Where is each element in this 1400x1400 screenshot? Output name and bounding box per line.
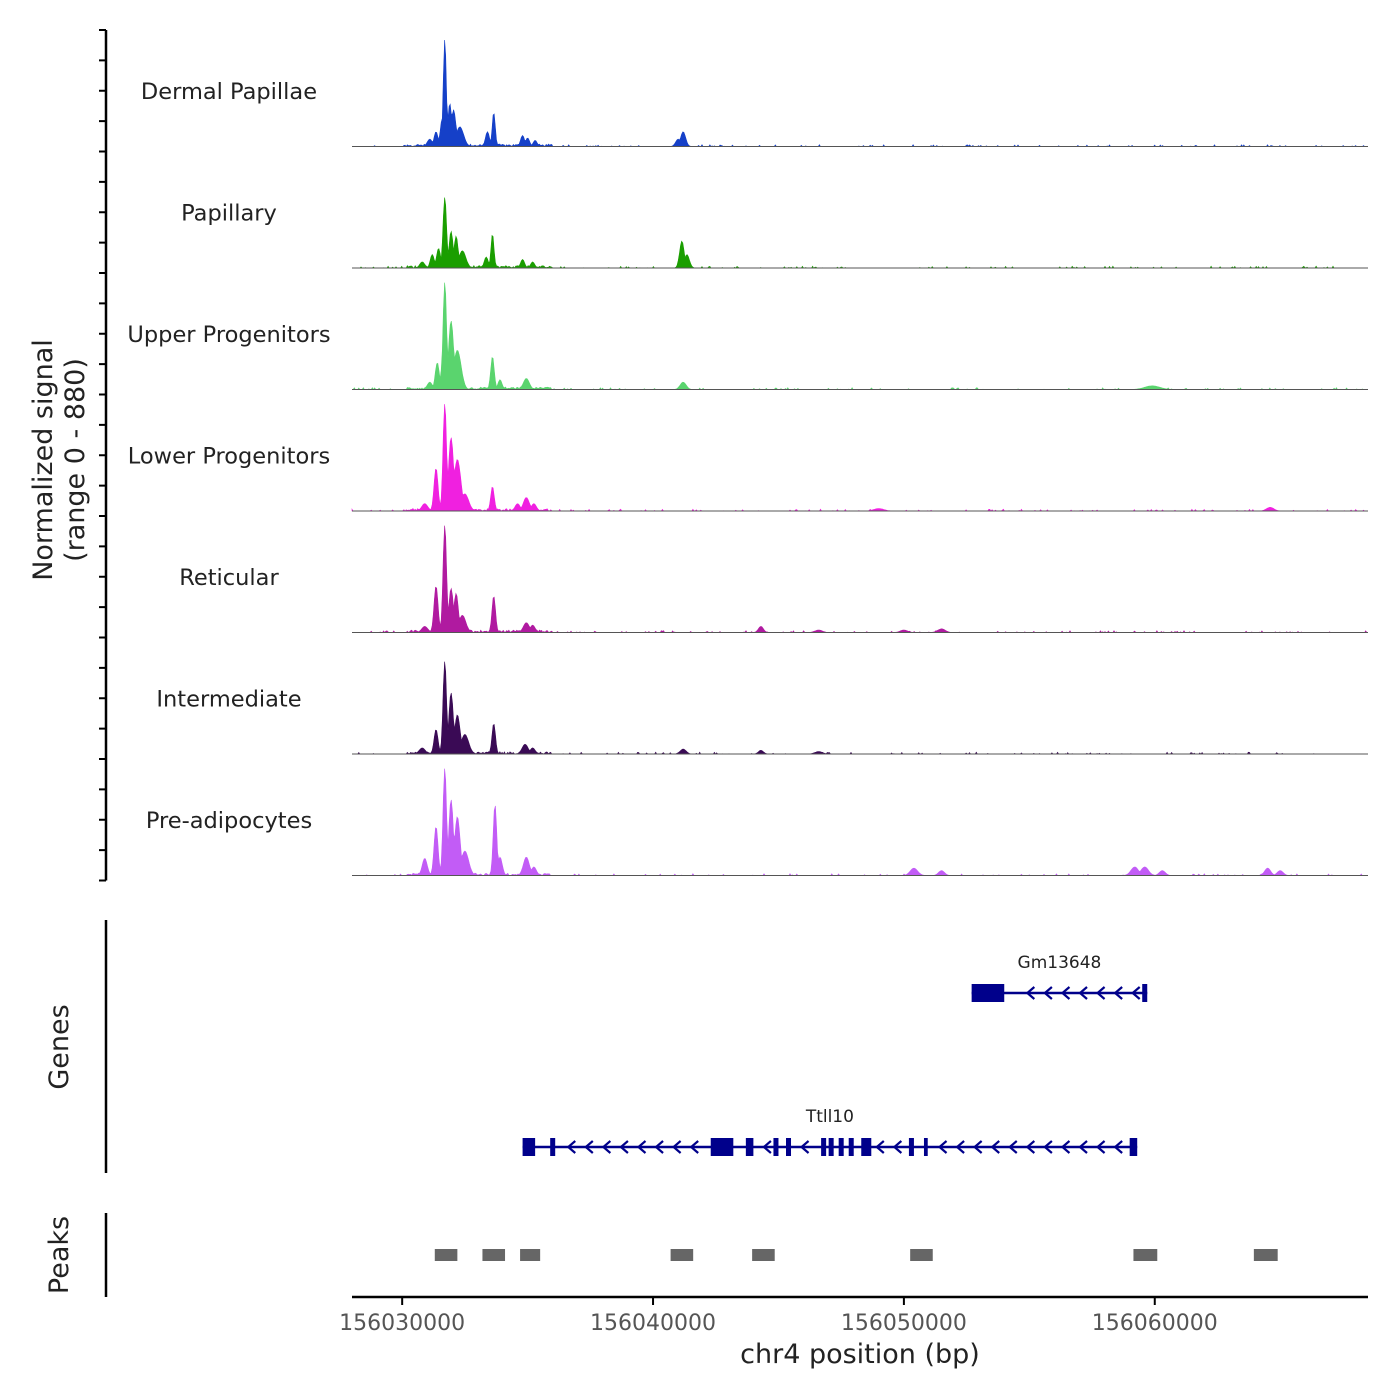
strand-arrow xyxy=(654,1140,664,1154)
gene-exon xyxy=(971,984,1005,1002)
gene-gm13648: Gm13648 xyxy=(971,953,1148,1002)
strand-arrow xyxy=(601,1140,612,1154)
peak-region xyxy=(1133,1249,1158,1261)
track-lower-progenitors: Lower Progenitors xyxy=(128,404,1368,512)
x-tick-label: 156050000 xyxy=(841,1311,967,1336)
gene-exon xyxy=(828,1138,834,1156)
signal-area xyxy=(352,768,1368,876)
track-label: Papillary xyxy=(181,201,277,227)
strand-arrow xyxy=(1060,1140,1071,1154)
track-dermal-papillae: Dermal Papillae xyxy=(141,39,1368,148)
peak-region xyxy=(1253,1249,1278,1261)
gene-exon xyxy=(821,1138,827,1156)
peak-region xyxy=(434,1249,458,1261)
axes-layer xyxy=(99,29,108,1297)
gene-exon xyxy=(1129,1138,1138,1156)
track-label: Lower Progenitors xyxy=(128,444,330,470)
signal-area xyxy=(351,197,1368,269)
strand-arrow xyxy=(1131,986,1141,1000)
strand-arrow xyxy=(689,1140,699,1154)
track-label: Pre-adipocytes xyxy=(146,808,312,834)
gene-ttll10: Ttll10 xyxy=(522,1107,1138,1156)
gene-exon xyxy=(710,1138,734,1156)
gene-exon xyxy=(923,1138,928,1156)
y-axis-label-line2: (range 0 - 880) xyxy=(60,358,91,562)
signal-area xyxy=(352,525,1368,633)
strand-arrow xyxy=(1095,1140,1106,1154)
strand-arrow xyxy=(955,1140,965,1154)
strand-arrow xyxy=(972,1140,983,1154)
strand-arrow xyxy=(671,1140,682,1154)
strand-arrow xyxy=(1008,1140,1018,1154)
gene-exon xyxy=(838,1138,844,1156)
gene-exon xyxy=(861,1138,872,1156)
gene-exon xyxy=(908,1138,914,1156)
track-label: Upper Progenitors xyxy=(127,322,330,348)
track-reticular: Reticular xyxy=(179,525,1368,633)
gene-exon xyxy=(745,1138,754,1156)
strand-arrow xyxy=(584,1140,594,1154)
x-axis-label: chr4 position (bp) xyxy=(740,1339,980,1370)
strand-arrow xyxy=(1113,1140,1123,1154)
gene-exon xyxy=(773,1138,779,1156)
strand-arrow xyxy=(892,1140,903,1154)
gene-exon xyxy=(785,1138,792,1156)
peaks-panel-title: Peaks xyxy=(44,1216,75,1294)
strand-arrow xyxy=(875,1140,885,1154)
gene-label: Ttll10 xyxy=(805,1107,854,1127)
strand-arrow xyxy=(1060,986,1071,1000)
x-tick-label: 156030000 xyxy=(339,1311,465,1336)
peaks-panel xyxy=(434,1249,1278,1261)
strand-arrow xyxy=(1095,986,1106,1000)
strand-arrow xyxy=(1113,986,1123,1000)
genes-panel: Gm13648 Ttll10 xyxy=(522,953,1148,1156)
track-pre-adipocytes: Pre-adipocytes xyxy=(146,768,1368,876)
x-tick-label: 156040000 xyxy=(590,1311,716,1336)
signal-tracks: Dermal Papillae Papillary Upper Progenitor… xyxy=(127,39,1368,876)
strand-arrow xyxy=(799,1140,810,1154)
strand-arrow xyxy=(1078,1140,1088,1154)
strand-arrow xyxy=(1043,1140,1053,1154)
strand-arrow xyxy=(1025,1140,1036,1154)
peak-region xyxy=(670,1249,694,1261)
track-label: Dermal Papillae xyxy=(141,79,317,105)
peak-region xyxy=(520,1249,541,1261)
strand-arrow xyxy=(566,1140,576,1154)
x-tick-label: 156060000 xyxy=(1092,1311,1218,1336)
gene-exon xyxy=(550,1138,556,1156)
strand-arrow xyxy=(937,1140,948,1154)
track-papillary: Papillary xyxy=(181,197,1368,269)
peak-region xyxy=(752,1249,775,1261)
signal-area xyxy=(351,404,1368,512)
strand-arrow xyxy=(1078,986,1088,1000)
peak-region xyxy=(910,1249,933,1261)
strand-arrow xyxy=(1043,986,1053,1000)
strand-arrow xyxy=(762,1140,772,1154)
peak-region xyxy=(482,1249,506,1261)
signal-area xyxy=(352,661,1368,755)
x-axis: 156030000 156040000 156050000 156060000 xyxy=(339,1295,1368,1336)
gene-exon xyxy=(522,1138,536,1156)
signal-area xyxy=(352,39,1368,148)
track-upper-progenitors: Upper Progenitors xyxy=(127,282,1368,391)
strand-arrow xyxy=(636,1140,647,1154)
genes-panel-title: Genes xyxy=(44,1004,75,1089)
signal-area xyxy=(352,282,1368,391)
track-intermediate: Intermediate xyxy=(156,661,1368,755)
strand-arrow xyxy=(1025,986,1036,1000)
gene-exon xyxy=(848,1138,854,1156)
y-axis-label-line1: Normalized signal xyxy=(28,339,59,581)
strand-arrow xyxy=(990,1140,1000,1154)
strand-arrow xyxy=(619,1140,629,1154)
track-label: Reticular xyxy=(179,565,279,591)
track-label: Intermediate xyxy=(156,687,301,713)
gene-label: Gm13648 xyxy=(1018,953,1102,973)
gene-exon xyxy=(1142,984,1148,1002)
